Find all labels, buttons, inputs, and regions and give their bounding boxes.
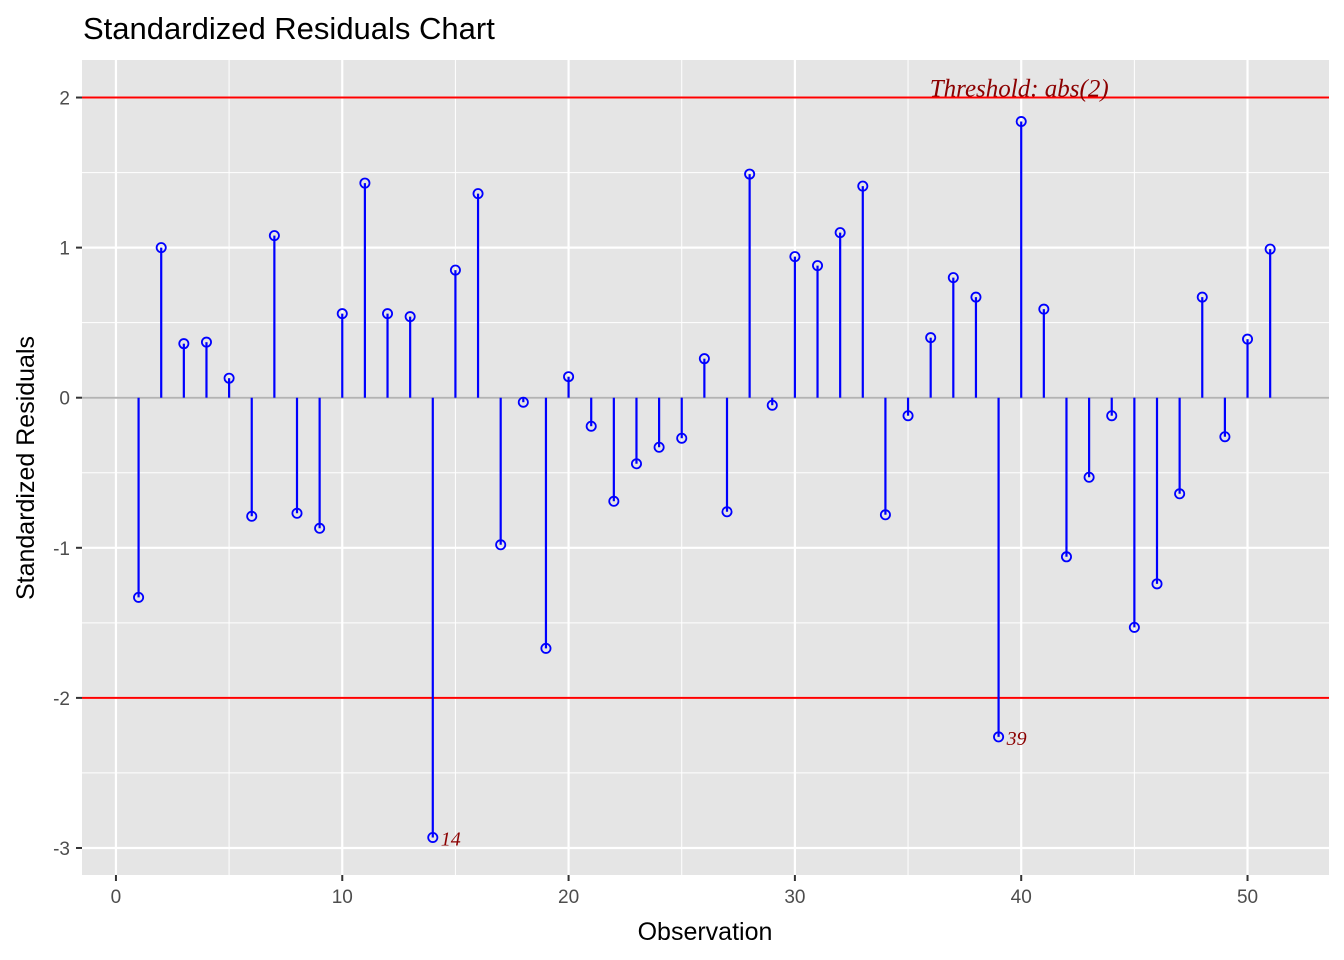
y-tick-label: -2 (53, 689, 70, 710)
point-31 (812, 260, 824, 272)
point-18 (517, 396, 529, 408)
point-14 (427, 831, 439, 843)
y-axis-title: Standardized Residuals (12, 336, 40, 600)
point-11 (359, 177, 371, 189)
point-15 (449, 264, 461, 276)
point-10 (336, 308, 348, 320)
y-tick-label: 0 (59, 389, 70, 410)
point-1 (133, 591, 145, 603)
point-19 (540, 642, 552, 654)
y-tick-label: 1 (59, 239, 70, 260)
point-49 (1219, 431, 1231, 443)
point-32 (834, 227, 846, 239)
point-13 (404, 311, 416, 323)
point-25 (676, 432, 688, 444)
threshold-lines (82, 96, 1329, 699)
point-8 (291, 507, 303, 519)
point-43 (1083, 471, 1095, 483)
residual-stems (137, 121, 1272, 838)
point-5 (223, 372, 235, 384)
point-6 (246, 510, 258, 522)
point-2 (155, 242, 167, 254)
point-34 (879, 509, 891, 521)
x-tick-label: 10 (332, 887, 353, 908)
plot-panel (82, 60, 1329, 875)
point-47 (1174, 488, 1186, 500)
point-48 (1196, 291, 1208, 303)
point-33 (857, 180, 869, 192)
point-12 (382, 308, 394, 320)
outlier-labels: 14 39 (441, 728, 1027, 851)
point-45 (1128, 621, 1140, 633)
point-42 (1060, 551, 1072, 563)
point-20 (563, 371, 575, 383)
x-axis-title: Observation (638, 918, 773, 946)
y-tick-label: -1 (53, 539, 70, 560)
point-38 (970, 291, 982, 303)
point-44 (1106, 410, 1118, 422)
y-tick-label: -3 (53, 839, 70, 860)
point-21 (585, 420, 597, 432)
point-3 (178, 338, 190, 350)
point-51 (1264, 243, 1276, 255)
point-26 (698, 353, 710, 365)
x-tick-label: 30 (784, 887, 805, 908)
point-37 (947, 272, 959, 284)
x-tick-label: 20 (558, 887, 579, 908)
point-24 (653, 441, 665, 453)
y-tick-label: 2 (59, 89, 70, 110)
residual-points (133, 116, 1276, 843)
point-29 (766, 399, 778, 411)
point-40 (1015, 116, 1027, 128)
point-30 (789, 251, 801, 263)
threshold-label: Threshold: abs(2) (930, 76, 1109, 103)
outlier-label-39: 39 (1006, 728, 1027, 750)
point-22 (608, 495, 620, 507)
point-39 (993, 731, 1005, 743)
x-tick-label: 0 (111, 887, 122, 908)
point-28 (744, 168, 756, 180)
point-4 (200, 336, 212, 348)
outlier-label-14: 14 (441, 828, 461, 850)
point-50 (1242, 333, 1254, 345)
point-35 (902, 410, 914, 422)
point-23 (630, 458, 642, 470)
point-46 (1151, 578, 1163, 590)
point-16 (472, 188, 484, 200)
point-17 (495, 539, 507, 551)
y-axis: 2 1 0 -1 -2 -3 (53, 89, 82, 860)
point-7 (268, 230, 280, 242)
point-27 (721, 506, 733, 518)
point-36 (925, 332, 937, 344)
x-tick-label: 40 (1011, 887, 1032, 908)
point-9 (314, 522, 326, 534)
x-tick-label: 50 (1237, 887, 1258, 908)
point-41 (1038, 303, 1050, 315)
x-axis: 0 10 20 30 40 50 (111, 875, 1258, 908)
chart-title: Standardized Residuals Chart (83, 11, 495, 46)
